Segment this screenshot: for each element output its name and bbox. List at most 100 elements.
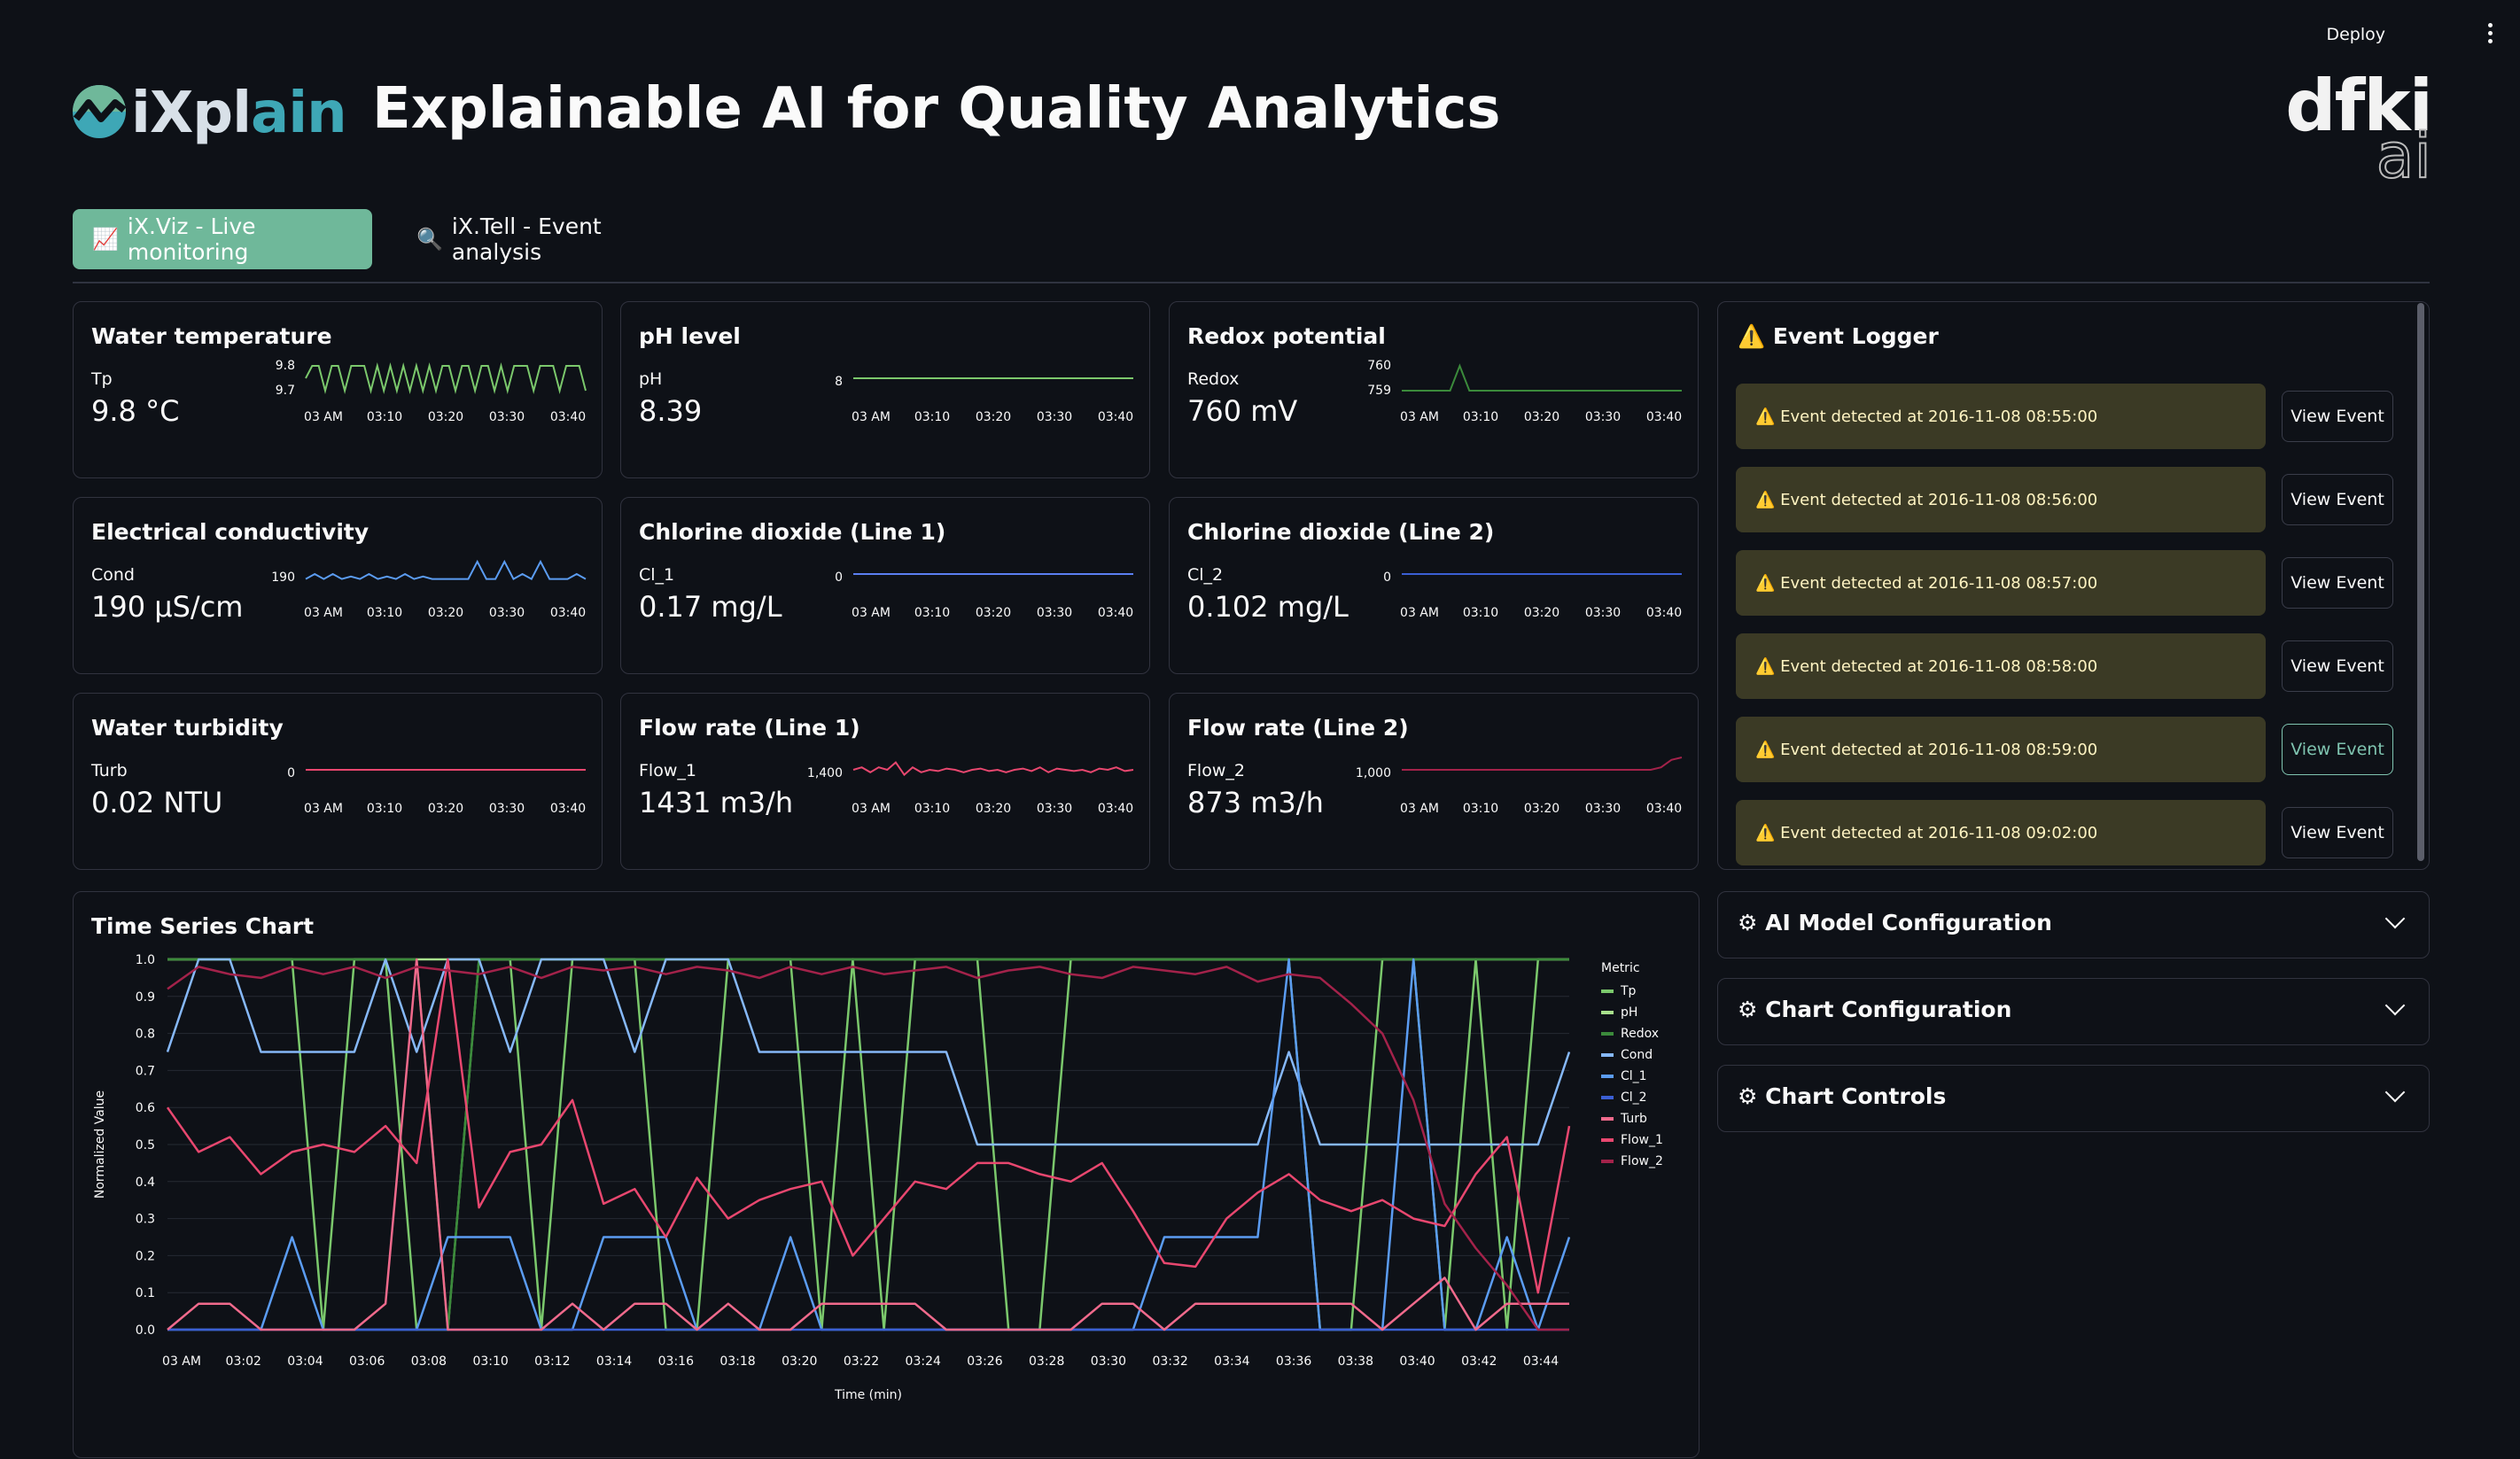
view-event-button[interactable]: View Event [2282,807,2393,858]
chart-xtick: 03:28 [1029,1354,1064,1369]
sparkline-chart[interactable]: 1,000 03 AM 03:10 03:20 03:30 03:40 [1170,694,1699,871]
metric-card-flow-rate-line-2: Flow rate (Line 2) Flow_2 873 m3/h 1,000 03 … [1169,693,1699,870]
sparkline-xtick: 03:10 [1463,606,1498,620]
more-menu-icon[interactable] [2481,19,2499,46]
sparkline-xtick: 03:30 [1037,410,1072,424]
chart-ytick: 0.0 [136,1323,155,1338]
sparkline-xtick: 03:10 [367,410,402,424]
page-title: Explainable AI for Quality Analytics [372,76,1501,142]
metric-value: 0.102 mg/L [1187,590,1349,624]
metric-value: 8.39 [639,394,703,428]
metric-value: 760 mV [1187,394,1298,428]
chart-xtick: 03:18 [719,1354,755,1369]
view-event-button[interactable]: View Event [2282,724,2393,775]
metric-label: Tp [91,369,113,389]
sparkline-chart[interactable]: 1,400 03 AM 03:10 03:20 03:30 03:40 [621,694,1151,871]
sparkline-chart[interactable]: 0 03 AM 03:10 03:20 03:30 03:40 [1170,498,1699,675]
event-logger-scrollbar[interactable] [2417,303,2424,861]
sparkline-xtick: 03:40 [550,410,586,424]
expander-title: ⚙ Chart Configuration [1738,997,2011,1022]
sparkline-xtick: 03:10 [914,606,950,620]
tab-live-monitoring[interactable]: 📈 iX.Viz - Live monitoring [73,209,372,269]
sparkline-chart[interactable]: 0 03 AM 03:10 03:20 03:30 03:40 [621,498,1151,675]
tab-event-analysis[interactable]: 🔍 iX.Tell - Event analysis [397,209,681,269]
time-series-chart[interactable]: 0.0 0.1 0.2 0.3 0.4 0.5 0.6 0.7 0.8 0.9 1.0 03 AM 03… [74,892,1700,1459]
dfki-logo-top: dfki [2285,65,2433,147]
sparkline-xtick: 03:30 [1037,802,1072,816]
view-event-button[interactable]: View Event [2282,391,2393,442]
expander-ai-model-config[interactable]: ⚙ AI Model Configuration [1717,891,2430,958]
sparkline-xtick: 03:10 [367,802,402,816]
chevron-down-icon [2384,1082,2406,1103]
sparkline-chart[interactable]: 0 03 AM 03:10 03:20 03:30 03:40 [74,694,603,871]
logo-text-a: iXpl [131,81,252,146]
chart-xtick: 03:12 [534,1354,570,1369]
view-event-button[interactable]: View Event [2282,557,2393,609]
sparkline-xtick: 03:30 [1585,410,1621,424]
series-line-cond [166,958,1571,1146]
sparkline-chart[interactable]: 190 03 AM 03:10 03:20 03:30 03:40 [74,498,603,675]
expander-chart-config[interactable]: ⚙ Chart Configuration [1717,978,2430,1045]
chart-title: Time Series Chart [91,913,315,939]
metric-value: 0.17 mg/L [639,590,782,624]
legend-title: Metric [1601,961,1640,975]
sparkline-line [1402,363,1682,392]
legend-swatch [1601,1032,1614,1036]
view-event-button[interactable]: View Event [2282,474,2393,525]
sparkline-xtick: 03 AM [852,606,891,620]
sparkline-xtick: 03 AM [852,410,891,424]
sparkline-xtick: 03:20 [976,606,1011,620]
sparkline-line [305,362,587,394]
legend-swatch [1601,1053,1614,1057]
legend-item: Flow_2 [1621,1154,1663,1168]
metric-title: pH level [639,323,741,349]
warning-icon: ⚠️ [1755,407,1776,426]
sparkline-xtick: 03:30 [489,410,525,424]
sparkline-xtick: 03:20 [428,410,463,424]
expander-label: Chart Controls [1765,1083,1947,1109]
sparkline-chart[interactable]: 8 03 AM 03:10 03:20 03:30 03:40 [621,302,1151,479]
sparkline-ytick: 0 [1383,570,1391,585]
metric-value: 873 m3/h [1187,786,1324,819]
metric-value: 1431 m3/h [639,786,794,819]
chart-xtick: 03:38 [1338,1354,1373,1369]
chevron-down-icon [2384,995,2406,1016]
expander-label: Chart Configuration [1765,997,2012,1022]
logo-text-b: ain [251,81,347,146]
sparkline-xtick: 03:20 [976,410,1011,424]
sparkline-xtick: 03 AM [1400,802,1439,816]
event-text: Event detected at 2016-11-08 08:56:00 [1780,490,2098,509]
chart-xtick: 03 AM [162,1354,201,1369]
deploy-button[interactable]: Deploy [2326,25,2385,44]
chart-xtick: 03:22 [844,1354,879,1369]
legend-swatch [1601,1160,1614,1163]
sparkline-xtick: 03:20 [976,802,1011,816]
chart-xtick: 03:08 [411,1354,447,1369]
legend-item: Flow_1 [1621,1133,1663,1147]
view-event-button[interactable]: View Event [2282,640,2393,692]
legend-swatch [1601,1117,1614,1121]
sparkline-xtick: 03 AM [304,410,343,424]
chevron-down-icon [2384,908,2406,929]
sparkline-xtick: 03:10 [914,410,950,424]
sparkline-xtick: 03:40 [1098,802,1133,816]
expander-chart-controls[interactable]: ⚙ Chart Controls [1717,1065,2430,1132]
sparkline-ytick: 760 [1367,359,1391,373]
event-logger-title-text: Event Logger [1772,323,1939,349]
sparkline-xtick: 03:40 [1646,410,1682,424]
sparkline-chart[interactable]: 760 759 03 AM 03:10 03:20 03:30 03:40 [1170,302,1699,479]
expander-label: AI Model Configuration [1765,910,2052,935]
chart-ytick: 0.2 [136,1249,155,1263]
sparkline-xtick: 03:40 [1646,606,1682,620]
chart-xtick: 03:04 [287,1354,323,1369]
metric-label: Turb [91,761,128,780]
chart-ytick: 0.3 [136,1213,155,1227]
ixplain-logo: iXplain [71,78,347,149]
sparkline-xtick: 03:30 [489,606,525,620]
chart-xtick: 03:24 [906,1354,941,1369]
sparkline-chart[interactable]: 9.8 9.7 03 AM 03:10 03:20 03:30 03:40 [74,302,603,479]
sparkline-xtick: 03 AM [304,606,343,620]
chart-ytick: 0.5 [136,1138,155,1152]
legend-item: Cl_2 [1621,1090,1647,1105]
sparkline-xtick: 03:10 [1463,802,1498,816]
